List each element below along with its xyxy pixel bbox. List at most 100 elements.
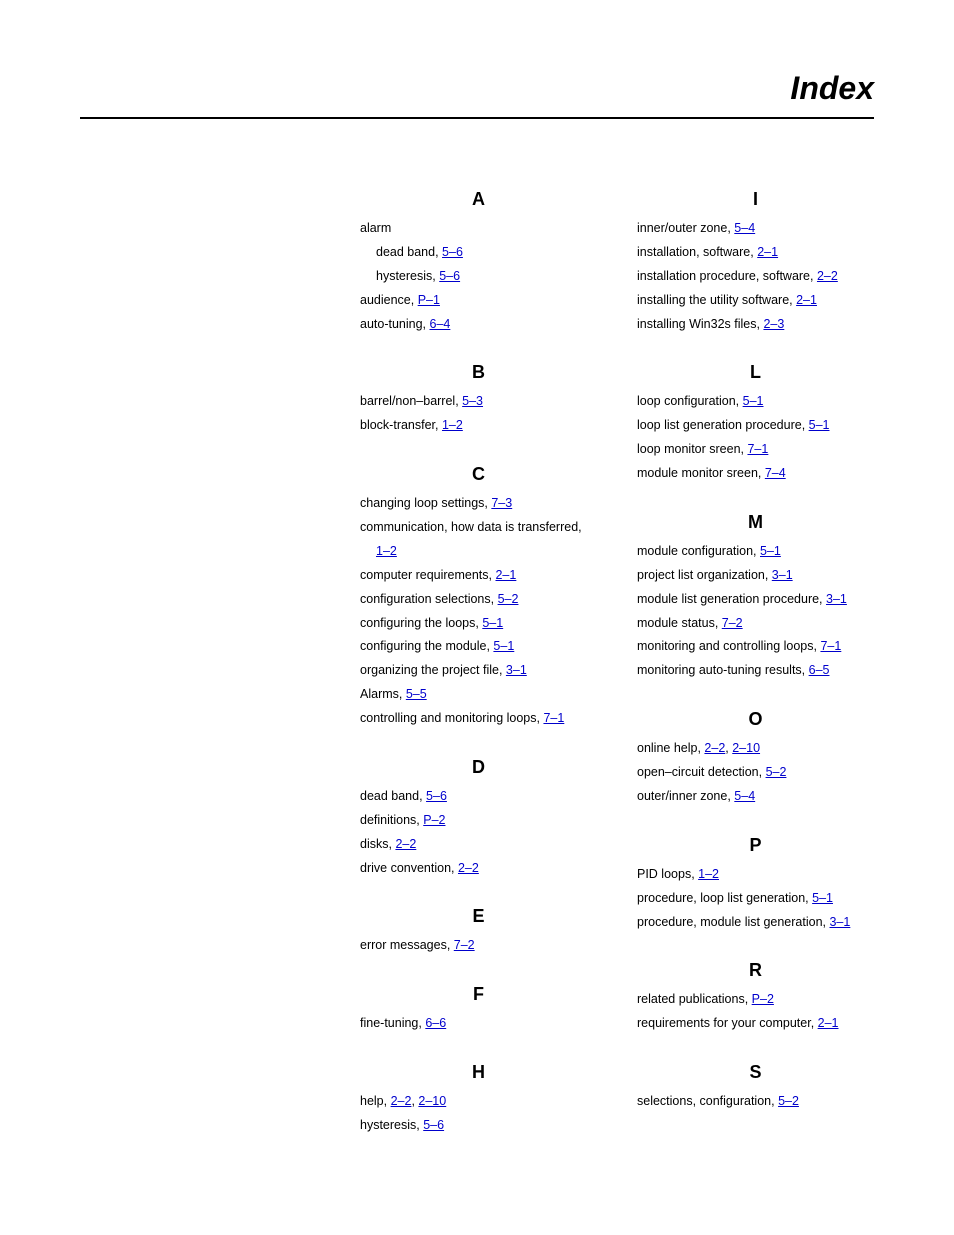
page-ref-link[interactable]: 3–1: [826, 592, 847, 606]
index-entry: barrel/non–barrel, 5–3: [360, 393, 597, 410]
page-ref-link[interactable]: 5–1: [482, 616, 503, 630]
page-ref-link[interactable]: 7–1: [820, 639, 841, 653]
index-entry: help, 2–2, 2–10: [360, 1093, 597, 1110]
index-entry: configuring the loops, 5–1: [360, 615, 597, 632]
page-ref-link[interactable]: P–2: [423, 813, 445, 827]
page-ref-link[interactable]: 7–4: [765, 466, 786, 480]
index-entry-label: loop list generation procedure,: [637, 418, 809, 432]
page-ref-link[interactable]: 5–1: [760, 544, 781, 558]
page-ref-link[interactable]: 2–2: [395, 837, 416, 851]
page-ref-link[interactable]: 5–2: [766, 765, 787, 779]
page-ref-link[interactable]: 3–1: [772, 568, 793, 582]
page-ref-link[interactable]: 5–4: [734, 221, 755, 235]
page-ref-link[interactable]: 2–10: [418, 1094, 446, 1108]
page-ref-link[interactable]: 5–6: [439, 269, 460, 283]
page-ref-link[interactable]: 5–2: [778, 1094, 799, 1108]
page-ref-link[interactable]: 5–6: [426, 789, 447, 803]
page-ref-link[interactable]: 6–6: [425, 1016, 446, 1030]
index-entry: installing the utility software, 2–1: [637, 292, 874, 309]
page-ref-link[interactable]: 7–1: [543, 711, 564, 725]
page-ref-link[interactable]: 2–2: [704, 741, 725, 755]
section-letter: E: [360, 906, 597, 927]
page-ref-link[interactable]: 1–2: [698, 867, 719, 881]
page-ref-link[interactable]: 2–3: [763, 317, 784, 331]
page-ref-link[interactable]: 2–2: [391, 1094, 412, 1108]
index-entry-label: monitoring and controlling loops,: [637, 639, 820, 653]
index-entry: outer/inner zone, 5–4: [637, 788, 874, 805]
index-section: Aalarmdead band, 5–6hysteresis, 5–6audie…: [360, 189, 597, 332]
index-entry-label: alarm: [360, 221, 391, 235]
index-entry: error messages, 7–2: [360, 937, 597, 954]
page-ref-link[interactable]: 5–6: [423, 1118, 444, 1132]
index-entry-label: related publications,: [637, 992, 752, 1006]
index-entry-label: configuring the module,: [360, 639, 493, 653]
page-ref-link[interactable]: 1–2: [442, 418, 463, 432]
index-entry: monitoring and controlling loops, 7–1: [637, 638, 874, 655]
index-entry: loop monitor sreen, 7–1: [637, 441, 874, 458]
index-entry-label: hysteresis,: [360, 1118, 423, 1132]
index-entry-label: changing loop settings,: [360, 496, 491, 510]
index-section: Eerror messages, 7–2: [360, 906, 597, 954]
page-title: Index: [80, 70, 874, 119]
page-ref-link[interactable]: 2–1: [818, 1016, 839, 1030]
section-letter: C: [360, 464, 597, 485]
page-ref-link[interactable]: 2–1: [495, 568, 516, 582]
page-ref-link[interactable]: 5–1: [493, 639, 514, 653]
index-entry-label: module monitor sreen,: [637, 466, 765, 480]
index-entry-label: computer requirements,: [360, 568, 495, 582]
section-letter: F: [360, 984, 597, 1005]
index-entry: requirements for your computer, 2–1: [637, 1015, 874, 1032]
page-ref-link[interactable]: 3–1: [506, 663, 527, 677]
page-ref-link[interactable]: 2–10: [732, 741, 760, 755]
page-ref-link[interactable]: 5–4: [734, 789, 755, 803]
section-letter: O: [637, 709, 874, 730]
index-entry: audience, P–1: [360, 292, 597, 309]
page-ref-link[interactable]: 3–1: [829, 915, 850, 929]
page-ref-link[interactable]: 7–1: [747, 442, 768, 456]
index-entry: fine-tuning, 6–6: [360, 1015, 597, 1032]
index-entry: configuring the module, 5–1: [360, 638, 597, 655]
index-entry: installation procedure, software, 2–2: [637, 268, 874, 285]
page-ref-link[interactable]: 5–1: [743, 394, 764, 408]
page-ref-link[interactable]: 7–3: [491, 496, 512, 510]
index-entry-label: error messages,: [360, 938, 454, 952]
section-letter: B: [360, 362, 597, 383]
index-entry: project list organization, 3–1: [637, 567, 874, 584]
index-entry-label: PID loops,: [637, 867, 698, 881]
page-ref-link[interactable]: 2–1: [757, 245, 778, 259]
section-letter: I: [637, 189, 874, 210]
index-entry-label: hysteresis,: [376, 269, 439, 283]
page-ref-link[interactable]: 7–2: [454, 938, 475, 952]
index-entry: loop list generation procedure, 5–1: [637, 417, 874, 434]
index-entry-label: definitions,: [360, 813, 423, 827]
index-entry: 1–2: [360, 543, 597, 560]
page-ref-link[interactable]: 5–1: [809, 418, 830, 432]
index-entry: auto-tuning, 6–4: [360, 316, 597, 333]
index-entry: module configuration, 5–1: [637, 543, 874, 560]
page-ref-link[interactable]: 5–2: [498, 592, 519, 606]
index-entry-label: procedure, loop list generation,: [637, 891, 812, 905]
page-ref-link[interactable]: 2–1: [796, 293, 817, 307]
page-ref-link[interactable]: 7–2: [722, 616, 743, 630]
index-entry: loop configuration, 5–1: [637, 393, 874, 410]
page-ref-link[interactable]: P–2: [752, 992, 774, 1006]
page-ref-link[interactable]: P–1: [418, 293, 440, 307]
index-entry: communication, how data is transferred,: [360, 519, 597, 536]
page-ref-link[interactable]: 5–6: [442, 245, 463, 259]
index-entry: Alarms, 5–5: [360, 686, 597, 703]
page-ref-link[interactable]: 5–5: [406, 687, 427, 701]
index-section: Cchanging loop settings, 7–3 communicatio…: [360, 464, 597, 727]
index-entry-label: module configuration,: [637, 544, 760, 558]
index-entry: configuration selections, 5–2: [360, 591, 597, 608]
page-ref-link[interactable]: 2–2: [458, 861, 479, 875]
index-entry: module monitor sreen, 7–4: [637, 465, 874, 482]
index-entry: organizing the project file, 3–1: [360, 662, 597, 679]
page-ref-link[interactable]: 6–5: [809, 663, 830, 677]
page-ref-link[interactable]: 1–2: [376, 544, 397, 558]
page-ref-link[interactable]: 2–2: [817, 269, 838, 283]
page-ref-link[interactable]: 5–3: [462, 394, 483, 408]
index-entry-label: help,: [360, 1094, 391, 1108]
page-ref-link[interactable]: 5–1: [812, 891, 833, 905]
page-ref-link[interactable]: 6–4: [430, 317, 451, 331]
index-entry-label: auto-tuning,: [360, 317, 430, 331]
